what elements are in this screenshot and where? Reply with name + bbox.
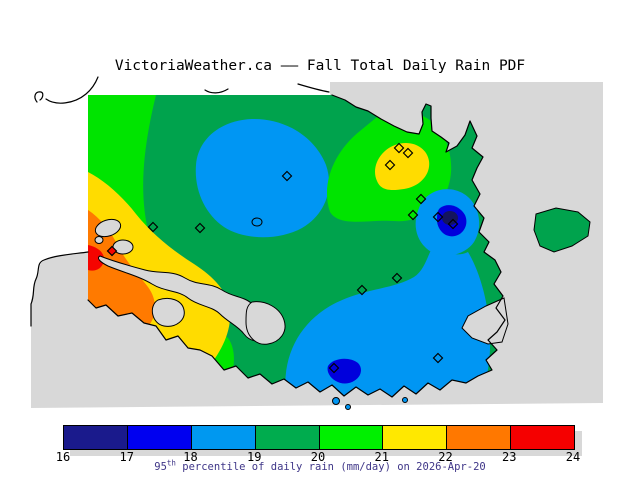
station-marker — [391, 272, 403, 284]
colorbar-segment-16-17 — [64, 426, 127, 449]
coast-fragment-nw-hook — [34, 91, 44, 103]
station-marker — [402, 147, 414, 159]
colorbar-tick-21: 21 — [374, 450, 389, 464]
station-marker — [393, 142, 405, 154]
colorbar-tick-19: 19 — [247, 450, 262, 464]
station-marker — [147, 221, 159, 233]
colorbar-segment-22-23 — [446, 426, 511, 449]
station-marker — [281, 170, 293, 182]
caption-prefix: 95 — [154, 461, 167, 473]
coast-fragment-top-right — [297, 83, 330, 93]
colorbar-tick-labels: 16 17 18 19 20 21 22 23 24 — [0, 450, 640, 464]
colorbar-segment-23-24 — [510, 426, 574, 449]
station-marker — [432, 211, 444, 223]
caption-rest: percentile of daily rain (mm/day) on 202… — [175, 461, 486, 473]
colorbar-caption: 95th percentile of daily rain (mm/day) o… — [0, 458, 640, 473]
colorbar — [63, 425, 575, 450]
coast-fragment-nw-arc — [45, 76, 99, 104]
coast-fragment-top-squiggle — [204, 88, 229, 94]
victoria-harbour — [245, 301, 286, 345]
station-marker — [407, 209, 419, 221]
colorbar-tick-22: 22 — [438, 450, 453, 464]
colorbar-segment-19-20 — [254, 426, 319, 449]
colorbar-tick-17: 17 — [119, 450, 134, 464]
small-pond-outline — [251, 217, 263, 227]
station-marker — [447, 218, 459, 230]
coastlines — [30, 76, 506, 398]
station-marker — [106, 245, 118, 257]
station-marker — [415, 193, 427, 205]
colorbar-tick-18: 18 — [183, 450, 198, 464]
esquimalt-harbour — [151, 297, 185, 327]
station-marker — [328, 362, 340, 374]
map-title: VictoriaWeather.ca –– Fall Total Daily R… — [114, 58, 526, 74]
colorbar-tick-20: 20 — [310, 450, 326, 464]
colorbar-segment-18-19 — [190, 426, 255, 449]
station-marker — [356, 284, 368, 296]
contour-upper-18-19 — [195, 118, 329, 238]
colorbar-tick-23: 23 — [502, 450, 517, 464]
island — [533, 207, 591, 253]
colorbar-tick-24: 24 — [565, 450, 581, 464]
contour-sw-23-24 — [88, 245, 105, 271]
colorbar-segment-17-18 — [126, 426, 191, 449]
islets — [332, 397, 408, 410]
station-marker — [384, 159, 396, 171]
colorbar-segment-20-21 — [318, 426, 383, 449]
station-marker — [432, 352, 444, 364]
contour-east-16-17 — [442, 211, 458, 225]
caption-superscript: th — [166, 458, 176, 468]
contour-ne-21-22 — [375, 142, 430, 191]
colorbar-segment-21-22 — [382, 426, 447, 449]
station-markers — [106, 142, 459, 374]
station-marker — [194, 222, 206, 234]
colorbar-tick-16: 16 — [55, 450, 71, 464]
